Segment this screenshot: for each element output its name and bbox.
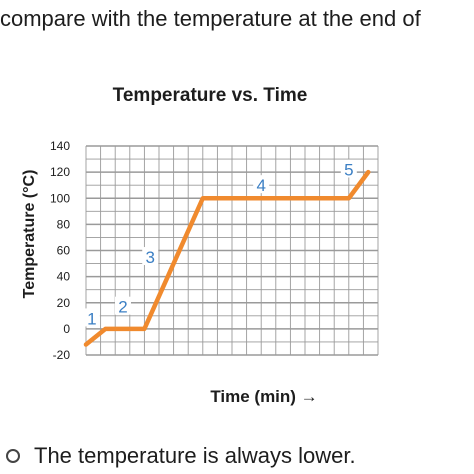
segment-label-bg bbox=[114, 296, 131, 315]
y-tick-label: 120 bbox=[50, 165, 70, 179]
y-tick-label: 60 bbox=[57, 244, 71, 258]
chart-title: Temperature vs. Time bbox=[113, 85, 308, 106]
y-tick-label: 140 bbox=[50, 139, 70, 153]
segment-label-bg bbox=[340, 159, 357, 178]
y-tick-label: 40 bbox=[57, 270, 71, 284]
y-tick-label: 80 bbox=[57, 217, 71, 231]
segment-label: 5 bbox=[344, 161, 353, 180]
y-tick-label: 100 bbox=[50, 191, 70, 205]
segment-label: 2 bbox=[118, 298, 127, 317]
series-line bbox=[83, 169, 371, 347]
segment-label-bg bbox=[253, 175, 270, 194]
x-axis-label: Time (min) → bbox=[210, 387, 317, 406]
segment-label: 1 bbox=[87, 309, 96, 328]
answer-option[interactable]: The temperature is always lower. bbox=[0, 438, 474, 474]
segment-label-bg bbox=[142, 247, 159, 266]
answer-text: The temperature is always lower. bbox=[34, 443, 356, 468]
y-tick-labels: 140 120 100 80 60 40 20 0 -20 bbox=[50, 139, 70, 362]
temperature-chart: Temperature vs. Time Temperature (°C) Ti… bbox=[21, 85, 379, 406]
segment-label-bg bbox=[83, 308, 100, 327]
y-tick-label: 0 bbox=[63, 322, 70, 336]
segment-labels: 1 2 3 4 5 bbox=[83, 159, 357, 328]
y-axis-label: Temperature (°C) bbox=[21, 170, 38, 299]
y-tick-label: -20 bbox=[53, 348, 71, 362]
grid bbox=[85, 145, 379, 356]
segment-label: 3 bbox=[146, 248, 155, 267]
question-text: compare with the temperature at the end … bbox=[0, 6, 421, 31]
y-tick-label: 20 bbox=[57, 296, 71, 310]
data-line bbox=[83, 169, 371, 347]
radio-button-icon[interactable] bbox=[6, 449, 20, 463]
segment-label: 4 bbox=[256, 176, 265, 195]
